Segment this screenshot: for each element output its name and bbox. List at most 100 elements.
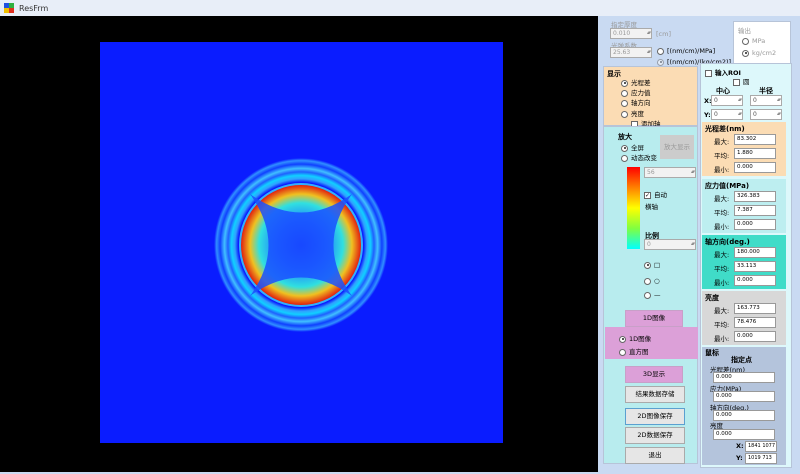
radio-icon[interactable] [657, 47, 664, 55]
window-title: ResFrm [19, 3, 49, 13]
cursor-group: 鼠标 指定点 光程差(nm) 0.000 应力(MPa) 0.000 轴方向(d… [702, 347, 786, 465]
zoom-dynamic[interactable]: 动态改变 [621, 152, 657, 162]
radio-icon[interactable] [657, 58, 664, 66]
option-label: 应力值 [631, 89, 651, 97]
title-bar: ResFrm [0, 0, 800, 16]
stats-max-label: 最大: [714, 138, 730, 146]
shape-square[interactable]: □ [644, 261, 660, 269]
radio-icon[interactable] [644, 261, 651, 269]
unit-option-1-label: [(nm/cm)/MPa] [667, 47, 716, 55]
cursor-y-value: 1019 713 [745, 453, 777, 464]
thickness-input[interactable]: 0.010 [610, 28, 652, 39]
roi-radius-x[interactable]: 0 [750, 95, 782, 106]
scale-label: 比例 [645, 232, 659, 240]
add-axis-label: 添加轴 [641, 120, 661, 128]
scale-input[interactable]: 0 [644, 239, 696, 250]
roi-circle-checkbox[interactable]: 圆 [733, 76, 750, 86]
app-logo-icon [4, 3, 14, 13]
exit-button[interactable]: 退出 [625, 447, 685, 464]
option-label: 直方图 [629, 348, 649, 356]
roi-radius-y[interactable]: 0 [750, 109, 782, 120]
radio-icon[interactable] [621, 79, 628, 87]
radio-icon[interactable] [619, 348, 626, 356]
radio-histogram[interactable]: 直方图 [619, 346, 649, 356]
roi-center-x[interactable]: 0 [711, 95, 743, 106]
radio-icon[interactable] [742, 49, 749, 57]
cursor-axis-label: 轴方向(deg.) [710, 404, 749, 412]
roi-x-label: X: [704, 97, 712, 105]
roi-center-y[interactable]: 0 [711, 109, 743, 120]
stats-min-value: 0.000 [734, 162, 776, 173]
option-label: 全屏 [631, 144, 644, 152]
stats-min-value: 0.000 [734, 331, 776, 342]
radio-1d-image[interactable]: 1D图像 [619, 333, 651, 343]
stats-title: 应力值(MPa) [705, 182, 750, 190]
zoom-display-button[interactable]: 放大显示 [660, 135, 694, 159]
image-1d-button[interactable]: 1D图像 [625, 310, 683, 327]
stats-title: 光程差(nm) [705, 125, 745, 133]
stats-max-value: 163.773 [734, 303, 776, 314]
radio-icon[interactable] [621, 154, 628, 162]
retardation-image[interactable] [0, 16, 598, 472]
output-group: 输出 MPa kg/cm2 [733, 21, 791, 64]
stats-avg-label: 平均: [714, 209, 730, 217]
stats-min-label: 最小: [714, 279, 730, 287]
save-2d-data-button[interactable]: 2D数据保存 [625, 427, 685, 444]
zoom-fullscreen[interactable]: 全屏 [621, 142, 644, 152]
circle-label: 圆 [743, 78, 750, 86]
cursor-stress-label: 应力(MPa) [710, 385, 742, 393]
stats-min-label: 最小: [714, 335, 730, 343]
show-3d-button[interactable]: 3D显示 [625, 366, 683, 383]
checkbox-icon[interactable]: ✓ [644, 191, 651, 199]
roi-center-label: 中心 [716, 87, 730, 95]
radio-icon[interactable] [742, 37, 749, 45]
auto-label: 自动 [654, 191, 667, 199]
stats-max-value: 326.383 [734, 191, 776, 202]
save-results-button[interactable]: 结果数据存储 [625, 386, 685, 403]
radio-icon[interactable] [621, 144, 628, 152]
radio-icon[interactable] [644, 277, 651, 285]
unit-option-2[interactable]: [(nm/cm)/(kg/cm2)] [657, 58, 731, 66]
output-title: 输出 [738, 27, 751, 35]
option-label: 1D图像 [629, 335, 652, 343]
display-option-retard[interactable]: 光程差 [621, 77, 651, 87]
axis-label: 横轴 [645, 203, 658, 211]
coef-input[interactable]: 25.63 [610, 47, 652, 58]
output-mpa[interactable]: MPa [742, 37, 765, 45]
stats-min-value: 0.000 [734, 219, 776, 230]
stats-avg-value: 78.476 [734, 317, 776, 328]
cursor-title: 鼠标 [705, 349, 719, 357]
roi-checkbox[interactable]: 输入ROI [705, 67, 741, 77]
shape-line[interactable]: — [644, 291, 661, 299]
auto-checkbox[interactable]: ✓ 自动 [644, 189, 667, 199]
save-2d-image-button[interactable]: 2D图像保存 [625, 408, 685, 425]
checkbox-icon[interactable] [733, 78, 740, 86]
display-option-stress[interactable]: 应力值 [621, 87, 651, 97]
radio-icon[interactable] [644, 291, 651, 299]
radio-icon[interactable] [619, 335, 626, 343]
stats-max-value: 180.000 [734, 247, 776, 258]
roi-radius-label: 半径 [759, 87, 773, 95]
cursor-bright-label: 亮度 [710, 422, 723, 430]
colorbar-max-input[interactable]: 56 [644, 167, 696, 178]
plot-mode-group: 1D图像 直方图 [605, 327, 698, 359]
cursor-x-value: 1841 1077 [745, 441, 777, 452]
radio-icon[interactable] [621, 110, 628, 118]
display-option-brightness[interactable]: 亮度 [621, 108, 644, 118]
unit-option-1[interactable]: [(nm/cm)/MPa] [657, 47, 715, 55]
thickness-unit: [cm] [656, 30, 671, 38]
display-group: 显示 光程差 应力值 轴方向 亮度 添加轴 [603, 66, 698, 128]
image-view[interactable] [0, 16, 598, 472]
stats-avg-label: 平均: [714, 321, 730, 329]
stats-avg-value: 33.113 [734, 261, 776, 272]
cursor-y-label: Y: [736, 454, 743, 462]
shape-circle[interactable]: ○ [644, 277, 660, 285]
cursor-x-label: X: [736, 442, 744, 450]
stats-min-label: 最小: [714, 223, 730, 231]
checkbox-icon[interactable] [705, 69, 712, 77]
radio-icon[interactable] [621, 89, 628, 97]
stats-max-label: 最大: [714, 195, 730, 203]
output-kgcm2[interactable]: kg/cm2 [742, 49, 776, 57]
radio-icon[interactable] [621, 99, 628, 107]
display-option-axis[interactable]: 轴方向 [621, 97, 651, 107]
